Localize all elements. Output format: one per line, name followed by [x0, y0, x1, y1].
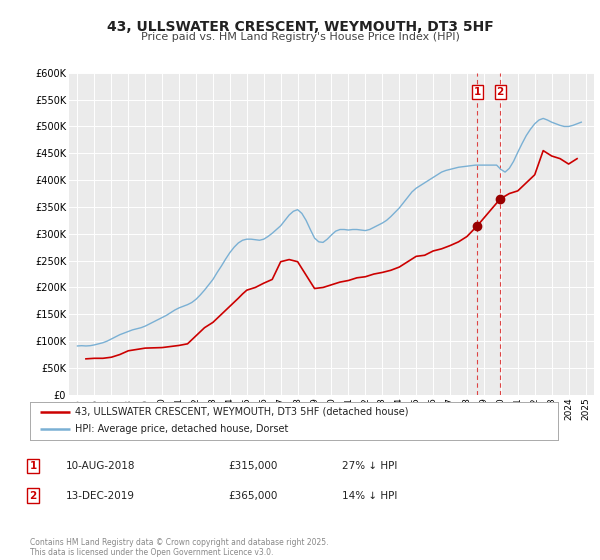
Text: HPI: Average price, detached house, Dorset: HPI: Average price, detached house, Dors…	[75, 424, 288, 435]
Text: 43, ULLSWATER CRESCENT, WEYMOUTH, DT3 5HF (detached house): 43, ULLSWATER CRESCENT, WEYMOUTH, DT3 5H…	[75, 407, 409, 417]
Text: 27% ↓ HPI: 27% ↓ HPI	[342, 461, 397, 471]
Text: 2: 2	[29, 491, 37, 501]
Text: Price paid vs. HM Land Registry's House Price Index (HPI): Price paid vs. HM Land Registry's House …	[140, 32, 460, 43]
Text: 43, ULLSWATER CRESCENT, WEYMOUTH, DT3 5HF: 43, ULLSWATER CRESCENT, WEYMOUTH, DT3 5H…	[107, 20, 493, 34]
Text: Contains HM Land Registry data © Crown copyright and database right 2025.
This d: Contains HM Land Registry data © Crown c…	[30, 538, 329, 557]
Text: 13-DEC-2019: 13-DEC-2019	[66, 491, 135, 501]
Text: 1: 1	[473, 87, 481, 97]
Text: £315,000: £315,000	[228, 461, 277, 471]
Text: £365,000: £365,000	[228, 491, 277, 501]
Text: 10-AUG-2018: 10-AUG-2018	[66, 461, 136, 471]
Text: 2: 2	[497, 87, 504, 97]
Text: 14% ↓ HPI: 14% ↓ HPI	[342, 491, 397, 501]
Text: 1: 1	[29, 461, 37, 471]
